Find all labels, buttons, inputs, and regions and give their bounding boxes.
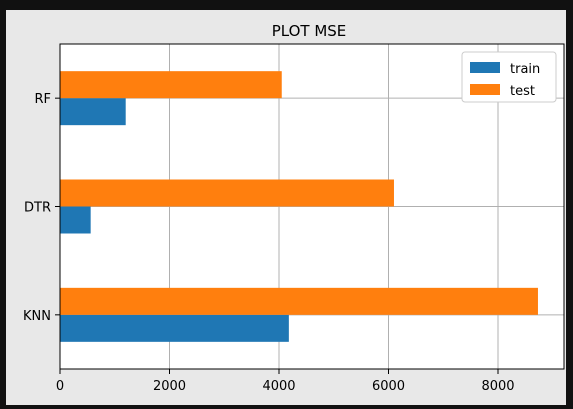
bars: [60, 71, 538, 342]
legend-label-train: train: [510, 62, 540, 77]
bar-chart: PLOT MSE 0 2000 4000 6000 8000 KNN DTR RF train…: [6, 10, 566, 405]
legend-label-test: test: [510, 84, 535, 99]
chart-title: PLOT MSE: [272, 22, 347, 40]
y-tick-label-dtr: DTR: [24, 201, 51, 216]
chart-figure: PLOT MSE 0 2000 4000 6000 8000 KNN DTR RF train…: [6, 10, 566, 405]
x-tick-label: 8000: [481, 379, 514, 394]
bar-test-rf: [60, 71, 282, 99]
x-tick-label: 0: [56, 379, 64, 394]
axis-ticks: 0 2000 4000 6000 8000 KNN DTR RF: [23, 92, 515, 394]
legend-swatch-train: [470, 62, 500, 73]
x-tick-label: 6000: [372, 379, 405, 394]
bar-train-rf: [60, 98, 126, 126]
bar-train-dtr: [60, 206, 91, 234]
legend-swatch-test: [470, 84, 500, 95]
bar-test-knn: [60, 287, 538, 315]
y-tick-label-knn: KNN: [23, 309, 51, 324]
x-tick-label: 2000: [153, 379, 186, 394]
legend: train test: [461, 51, 557, 103]
bar-test-dtr: [60, 179, 394, 207]
y-tick-label-rf: RF: [34, 92, 51, 107]
x-tick-label: 4000: [262, 379, 295, 394]
bar-train-knn: [60, 314, 289, 342]
